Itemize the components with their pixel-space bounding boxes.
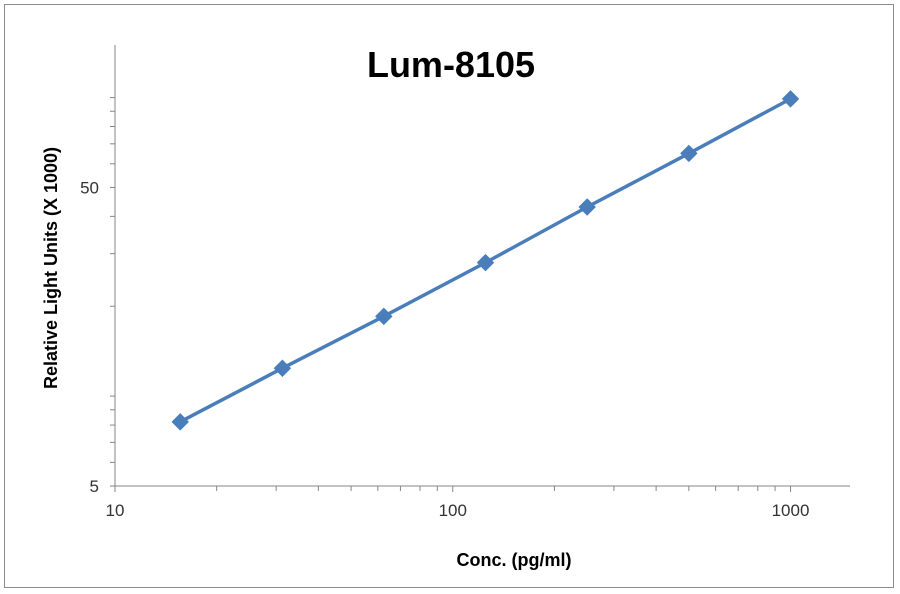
data-point-marker: [375, 307, 393, 326]
y-tick-label: 50: [80, 178, 99, 197]
chart-frame: Lum-8105 10 100 1000 5 50 Conc. (pg/ml) Rela…: [4, 4, 894, 588]
data-point-marker: [578, 198, 596, 216]
x-tick-label: 1000: [772, 501, 810, 520]
chart: Lum-8105 10 100 1000 5 50 Conc. (pg/ml) Rela…: [41, 44, 850, 570]
axes: 10 100 1000 5 50: [80, 45, 850, 520]
x-axis-label: Conc. (pg/ml): [457, 550, 572, 570]
x-tick-label: 100: [439, 501, 467, 520]
data-point-marker: [171, 413, 189, 431]
data-point-marker: [680, 144, 698, 163]
data-point-marker: [273, 359, 292, 377]
x-tick-label: 10: [106, 501, 125, 520]
chart-title: Lum-8105: [367, 44, 535, 85]
y-tick-label: 5: [90, 477, 99, 496]
y-axis-label: Relative Light Units (X 1000): [41, 147, 61, 389]
data-point-marker: [476, 253, 495, 272]
data-point-marker: [781, 90, 800, 108]
series-layer: [171, 90, 800, 431]
